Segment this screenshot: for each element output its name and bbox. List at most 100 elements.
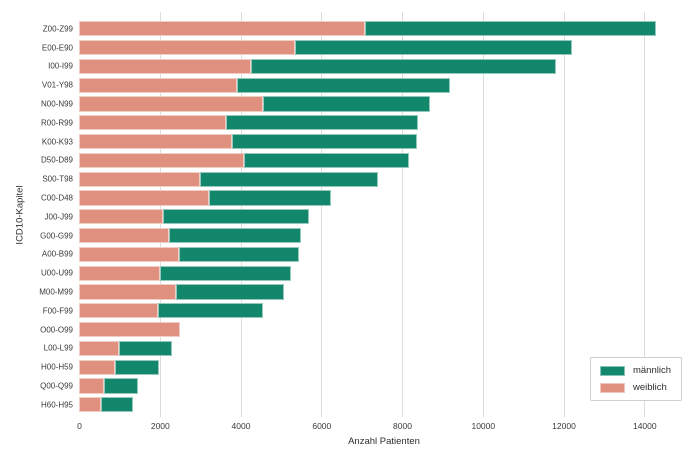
bar-row-z00-z99	[79, 21, 656, 37]
bar-segment-weiblich	[79, 284, 176, 300]
bar-segment-maennlich	[200, 171, 379, 187]
bar-segment-maennlich	[159, 265, 291, 281]
bar-segment-maennlich	[175, 284, 285, 300]
bar-row-g00-g99	[79, 227, 301, 244]
bar-segment-maennlich	[168, 227, 301, 244]
bar-segment-weiblich	[79, 246, 179, 263]
legend-swatch-weiblich	[599, 382, 625, 393]
bar-segment-maennlich	[209, 190, 331, 206]
bar-row-l00-l99	[79, 340, 172, 357]
bar-row-i00-i99	[79, 58, 556, 75]
bar-row-m00-m99	[79, 284, 285, 300]
bar-segment-maennlich	[251, 58, 556, 75]
y-tick-label: G00-G99	[40, 231, 73, 241]
bar-segment-weiblich	[79, 397, 102, 413]
bar-row-s00-t98	[79, 171, 379, 187]
y-tick-label: R00-R99	[40, 118, 73, 128]
y-tick-label: S00-T98	[42, 174, 73, 184]
legend-swatch-maennlich	[599, 365, 625, 376]
y-tick-label: C00-D48	[40, 193, 73, 203]
gridline	[644, 12, 646, 417]
bar-segment-weiblich	[79, 152, 244, 169]
y-tick-label: V01-Y98	[41, 80, 73, 90]
x-tick-label: 4000	[231, 421, 251, 431]
bar-segment-maennlich	[262, 96, 431, 112]
bar-segment-weiblich	[79, 321, 180, 338]
bar-row-o00-o99	[79, 321, 180, 338]
gridline	[563, 12, 565, 417]
y-tick-label: L00-L99	[43, 343, 73, 353]
x-axis-tick-labels: 0 2000 4000 6000 8000 10000 12000 14000	[0, 421, 693, 433]
gridline	[321, 12, 323, 417]
bar-segment-maennlich	[364, 21, 656, 37]
bar-segment-weiblich	[79, 39, 295, 56]
legend-item-maennlich: männlich	[599, 365, 671, 376]
y-tick-label: Q00-Q99	[40, 381, 73, 391]
bar-segment-weiblich	[79, 171, 201, 187]
bar-row-h00-h59	[79, 359, 159, 375]
bar-segment-weiblich	[79, 133, 232, 150]
y-tick-label: I00-I99	[48, 61, 73, 71]
bar-segment-maennlich	[118, 340, 172, 357]
y-tick-label: O00-O99	[40, 325, 73, 335]
bar-row-u00-u99	[79, 265, 291, 281]
bar-segment-weiblich	[79, 378, 105, 394]
x-tick-label: 8000	[393, 421, 412, 431]
y-tick-label: A00-B99	[41, 249, 73, 259]
legend-item-weiblich: weiblich	[599, 382, 671, 393]
bar-segment-maennlich	[225, 115, 419, 131]
gridline	[402, 12, 403, 417]
bar-row-v01-y98	[79, 77, 451, 93]
y-tick-label: H00-H59	[40, 362, 73, 372]
bar-row-j00-j99	[79, 209, 309, 225]
y-tick-label: E00-E90	[41, 43, 73, 53]
x-tick-label: 2000	[150, 421, 170, 431]
y-tick-label: D50-D89	[40, 155, 73, 165]
y-tick-label: U00-U99	[40, 268, 73, 278]
bar-segment-weiblich	[79, 209, 164, 225]
bar-row-d50-d89	[79, 152, 410, 169]
bar-row-a00-b99	[79, 246, 299, 263]
bar-segment-weiblich	[79, 265, 160, 281]
bar-segment-weiblich	[79, 303, 158, 319]
y-tick-label: N00-N99	[40, 99, 73, 109]
bar-segment-weiblich	[79, 77, 238, 93]
y-tick-label: J00-J99	[44, 212, 73, 222]
x-tick-label: 6000	[312, 421, 332, 431]
bar-segment-maennlich	[104, 378, 139, 394]
y-tick-label: Z00-Z99	[42, 24, 73, 34]
y-axis-tick-labels: Z00-Z99 E00-E90 I00-I99 V01-Y98 N00-N99 R00-R…	[0, 12, 76, 417]
gridline	[482, 12, 484, 417]
bar-segment-maennlich	[243, 152, 410, 169]
x-tick-label: 10000	[471, 421, 496, 431]
bar-segment-maennlich	[157, 303, 264, 319]
x-tick-label: 14000	[632, 421, 657, 431]
y-tick-label: H60-H95	[40, 400, 73, 410]
legend: männlich weiblich	[589, 357, 682, 401]
bar-segment-maennlich	[237, 77, 451, 93]
bar-row-k00-k93	[79, 133, 417, 150]
x-tick-label: 0	[77, 421, 82, 431]
bar-segment-weiblich	[79, 115, 226, 131]
bar-row-f00-f99	[79, 303, 264, 319]
y-tick-label: M00-M99	[39, 287, 73, 297]
y-tick-label: F00-F99	[42, 306, 73, 316]
bar-segment-maennlich	[114, 359, 159, 375]
x-tick-label: 12000	[552, 421, 576, 431]
bar-segment-maennlich	[231, 133, 417, 150]
bar-row-c00-d48	[79, 190, 331, 206]
bar-row-e00-e90	[79, 39, 573, 56]
x-axis-title: Anzahl Patienten	[348, 436, 420, 447]
bar-row-q00-q99	[79, 378, 139, 394]
bar-segment-weiblich	[79, 96, 263, 112]
bar-row-r00-r99	[79, 115, 419, 131]
y-tick-label: K00-K93	[41, 137, 73, 147]
bar-segment-weiblich	[79, 227, 169, 244]
bar-segment-weiblich	[79, 21, 365, 37]
bar-segment-weiblich	[79, 190, 210, 206]
bar-row-n00-n99	[79, 96, 431, 112]
plot-area	[79, 12, 689, 417]
bar-row-h60-h95	[79, 397, 133, 413]
legend-label-weiblich: weiblich	[632, 382, 667, 393]
